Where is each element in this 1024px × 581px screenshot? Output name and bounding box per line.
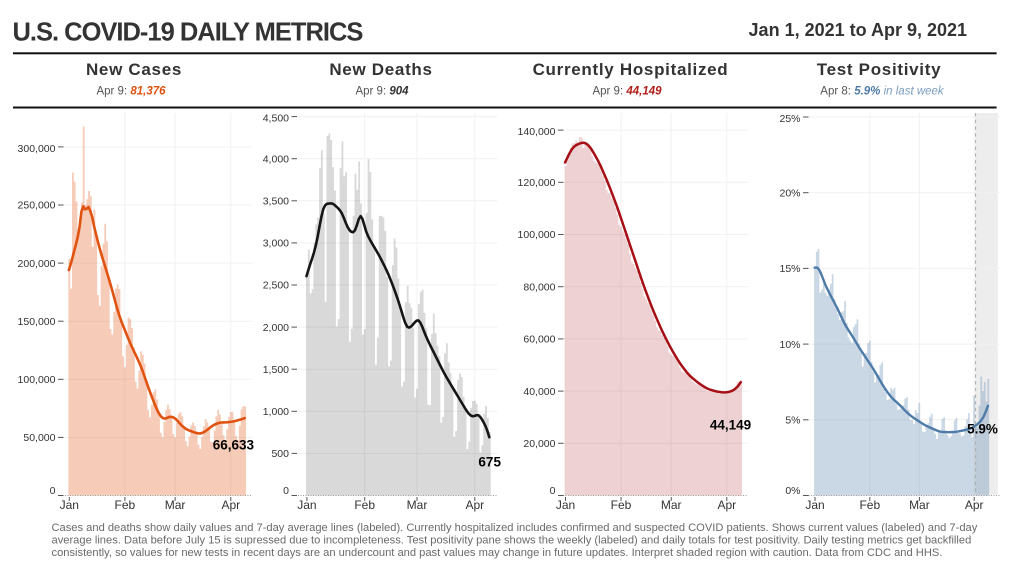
svg-text:50,000: 50,000 — [23, 432, 55, 444]
svg-text:5.9%: 5.9% — [967, 422, 998, 437]
svg-text:300,000: 300,000 — [18, 143, 56, 155]
svg-text:3,000: 3,000 — [263, 238, 289, 250]
svg-text:Test Positivity: Test Positivity — [817, 60, 942, 79]
svg-text:Jan: Jan — [805, 498, 824, 512]
svg-text:Apr: Apr — [717, 498, 736, 512]
svg-text:675: 675 — [478, 454, 501, 469]
svg-text:Cases and deaths show daily va: Cases and deaths show daily values and 7… — [52, 522, 978, 534]
svg-text:40,000: 40,000 — [523, 386, 555, 398]
svg-text:60,000: 60,000 — [523, 334, 555, 346]
svg-text:Apr: Apr — [965, 498, 984, 512]
svg-text:80,000: 80,000 — [523, 281, 555, 293]
svg-text:Feb: Feb — [859, 498, 880, 512]
svg-text:25%: 25% — [779, 113, 800, 125]
svg-text:150,000: 150,000 — [18, 316, 56, 328]
svg-text:66,633: 66,633 — [213, 438, 255, 453]
svg-text:1,000: 1,000 — [263, 406, 289, 418]
svg-text:4,000: 4,000 — [263, 153, 289, 165]
svg-text:Mar: Mar — [661, 498, 682, 512]
svg-text:44,149: 44,149 — [710, 418, 751, 433]
svg-text:15%: 15% — [779, 263, 800, 275]
svg-text:3,500: 3,500 — [263, 196, 289, 208]
svg-text:0%: 0% — [785, 485, 800, 497]
svg-text:Jan: Jan — [297, 498, 316, 512]
svg-text:New Cases: New Cases — [86, 60, 182, 79]
svg-text:Feb: Feb — [354, 498, 375, 512]
svg-text:20,000: 20,000 — [523, 438, 555, 450]
svg-text:Jan 1, 2021 to Apr 9, 2021: Jan 1, 2021 to Apr 9, 2021 — [749, 20, 967, 40]
svg-text:Jan: Jan — [556, 498, 575, 512]
svg-text:2,500: 2,500 — [263, 280, 289, 292]
svg-text:120,000: 120,000 — [518, 177, 556, 189]
svg-text:Apr 9: 81,376: Apr 9: 81,376 — [96, 86, 166, 98]
svg-text:250,000: 250,000 — [18, 200, 56, 212]
svg-text:Mar: Mar — [165, 498, 186, 512]
svg-text:100,000: 100,000 — [18, 374, 56, 386]
svg-text:Feb: Feb — [115, 498, 136, 512]
svg-text:Jan: Jan — [60, 498, 79, 512]
svg-text:1,500: 1,500 — [263, 364, 289, 376]
svg-text:Mar: Mar — [909, 498, 930, 512]
svg-text:Apr: Apr — [221, 498, 240, 512]
svg-text:20%: 20% — [779, 187, 800, 199]
svg-text:Apr 9: 44,149: Apr 9: 44,149 — [592, 86, 662, 98]
svg-text:Currently Hospitalized: Currently Hospitalized — [533, 60, 729, 79]
svg-text:200,000: 200,000 — [18, 258, 56, 270]
svg-text:5%: 5% — [785, 415, 800, 427]
svg-text:Feb: Feb — [611, 498, 632, 512]
svg-text:10%: 10% — [779, 339, 800, 351]
svg-text:0: 0 — [50, 485, 56, 497]
svg-text:New Deaths: New Deaths — [329, 60, 432, 79]
svg-text:4,500: 4,500 — [263, 113, 289, 125]
svg-text:Apr 8: 5.9% in last week: Apr 8: 5.9% in last week — [820, 86, 945, 98]
svg-text:100,000: 100,000 — [518, 229, 556, 241]
svg-text:U.S. COVID-19 DAILY METRICS: U.S. COVID-19 DAILY METRICS — [13, 19, 364, 47]
svg-text:Apr: Apr — [465, 498, 484, 512]
svg-text:average lines. Data before Jul: average lines. Data before July 15 is su… — [52, 535, 972, 547]
svg-text:Apr 9: 904: Apr 9: 904 — [355, 86, 409, 98]
svg-text:500: 500 — [271, 448, 289, 460]
svg-text:140,000: 140,000 — [518, 126, 556, 138]
svg-text:0: 0 — [283, 485, 289, 497]
svg-text:2,000: 2,000 — [263, 322, 289, 334]
svg-text:0: 0 — [550, 485, 556, 497]
svg-text:consistently, so values for ne: consistently, so values for new tests in… — [52, 547, 943, 559]
svg-text:Mar: Mar — [407, 498, 428, 512]
